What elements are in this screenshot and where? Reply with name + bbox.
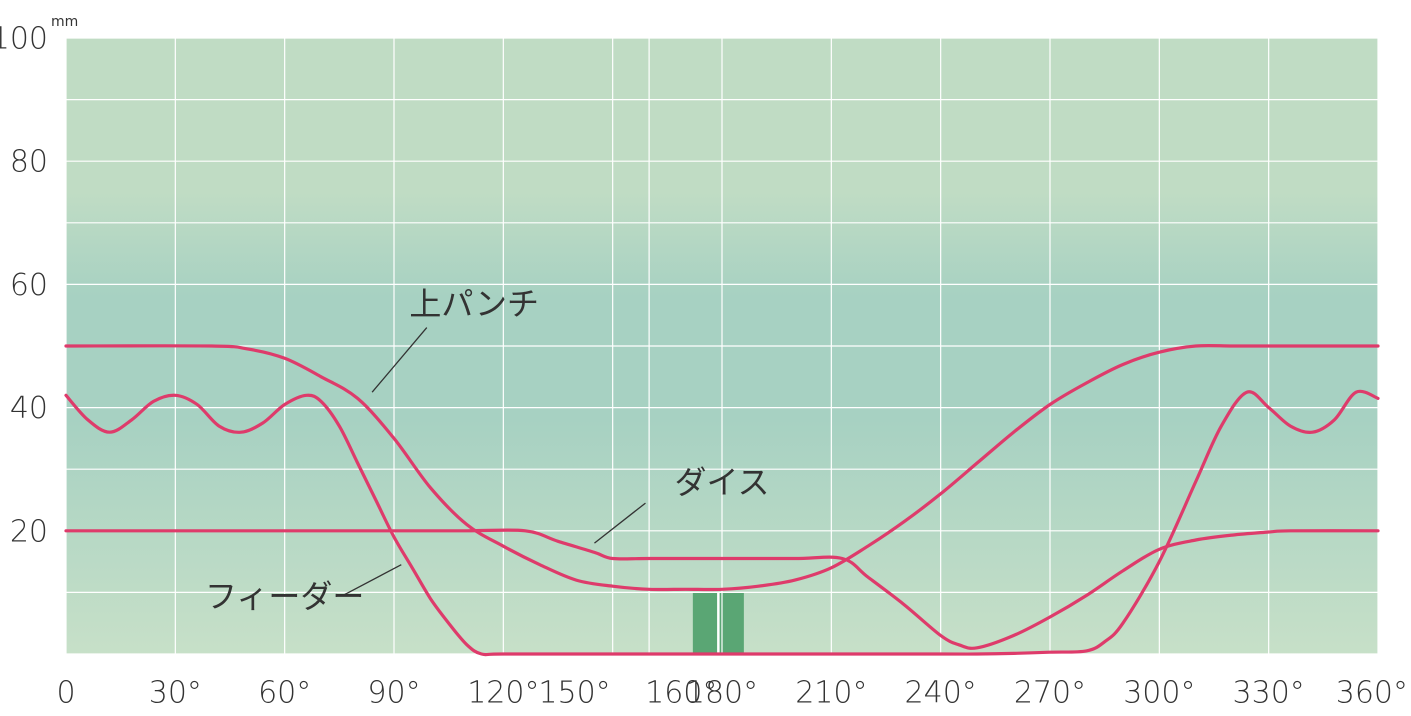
x-tick-label: 180° (686, 676, 758, 711)
x-tick-label: 210° (795, 676, 867, 711)
series-label-upper-punch: 上パンチ (409, 285, 539, 323)
leader-line-die (594, 502, 646, 544)
x-tick-label: 240° (905, 676, 977, 711)
y-tick-label: 80 (10, 145, 48, 180)
series-label-die: ダイス (674, 464, 769, 502)
x-tick-label: 330° (1233, 676, 1305, 711)
y-tick-label: 60 (10, 268, 48, 303)
x-tick-label: 90° (367, 676, 420, 711)
series-line-feeder (64, 389, 1380, 657)
series-line-die (64, 528, 1380, 650)
x-tick-label: 60° (258, 676, 311, 711)
leader-line-feeder (342, 564, 402, 597)
y-tick-label: 100 (0, 22, 48, 57)
y-tick-label: 40 (10, 391, 48, 426)
x-tick-label: 120° (467, 676, 539, 711)
series-label-feeder: フィーダー (205, 578, 364, 616)
x-tick-label: 160° (645, 676, 717, 711)
x-tick-label: 0 (56, 676, 75, 711)
series-line-upper-punch (64, 343, 1380, 592)
x-tick-label: 300° (1123, 676, 1195, 711)
x-tick-label: 270° (1014, 676, 1086, 711)
y-tick-label: 20 (10, 514, 48, 549)
leader-line-upper-punch (371, 327, 428, 393)
x-tick-label: 30° (149, 676, 202, 711)
y-unit-label: mm (51, 14, 78, 30)
x-tick-label: 360° (1336, 676, 1408, 711)
x-tick-label: 150° (538, 676, 610, 711)
